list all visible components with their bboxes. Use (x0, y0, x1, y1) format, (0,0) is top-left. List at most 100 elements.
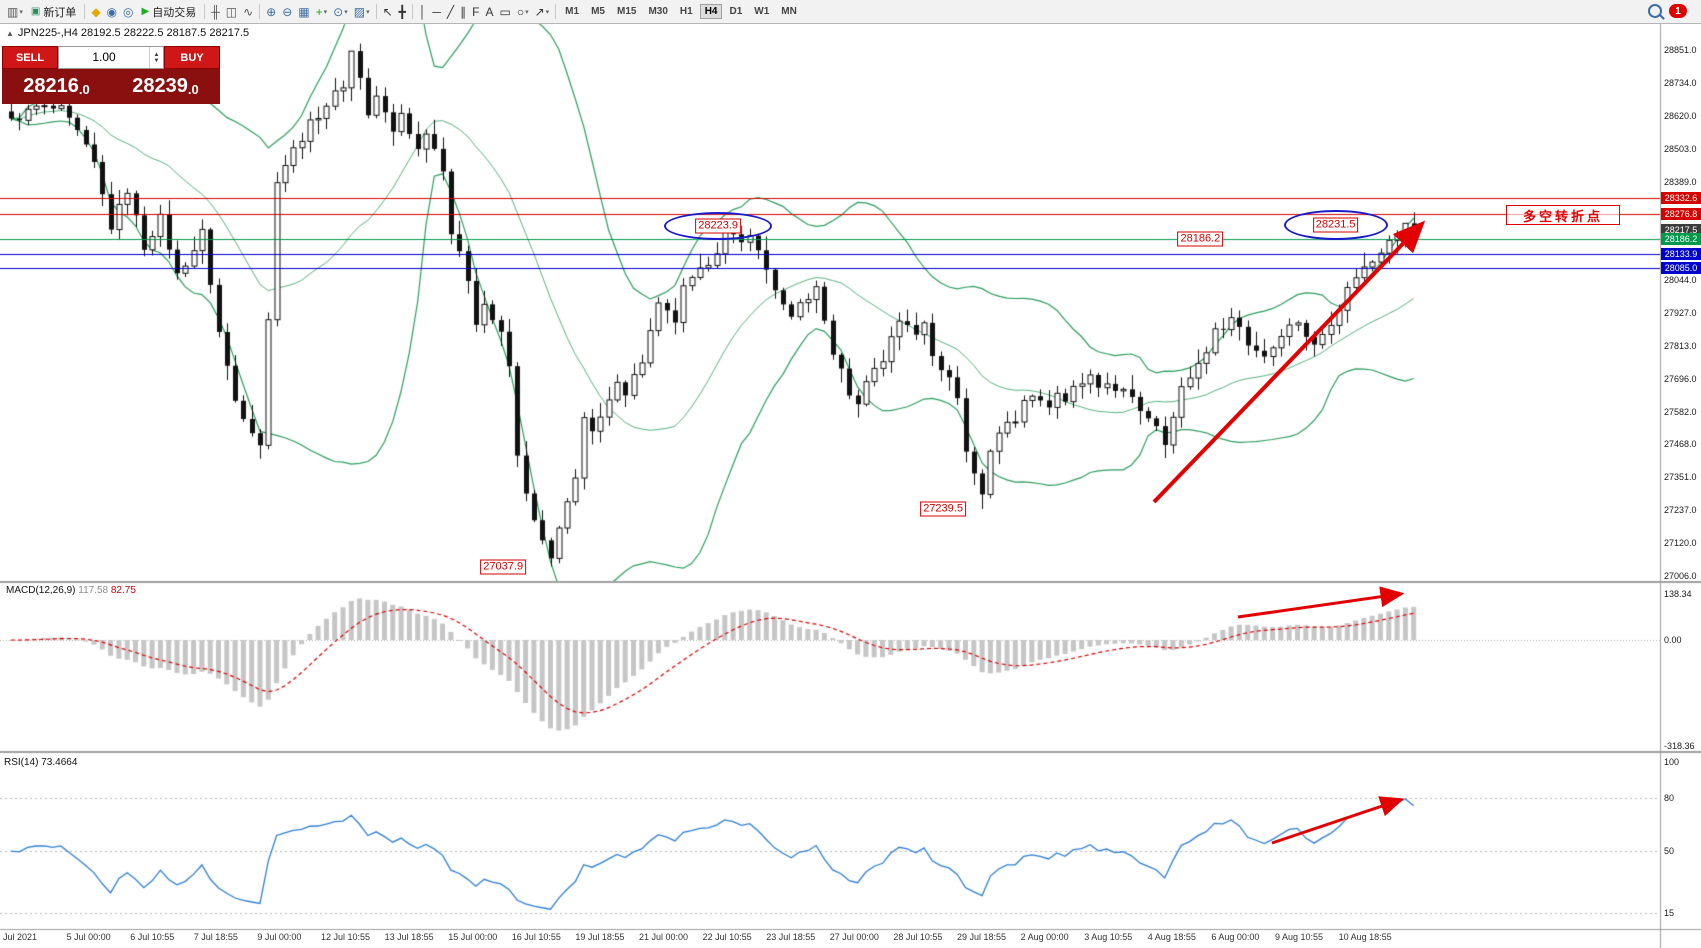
toolbar-separator (259, 4, 261, 19)
symbol-ohlc-text: JPN225-,H4 28192.5 28222.5 28187.5 28217… (17, 27, 250, 39)
fibonacci-icon[interactable]: F (472, 4, 480, 19)
search-icon[interactable] (1648, 4, 1662, 18)
timeframe-h4[interactable]: H4 (699, 4, 723, 19)
price-tag[interactable]: 28085.0 (1661, 262, 1701, 275)
chevron-down-icon: ▾ (344, 8, 348, 16)
new-order-button[interactable]: ▣ 新订单 (26, 2, 81, 22)
price-axis-label: 27696.0 (1664, 374, 1697, 385)
macd-axis-label: 138.34 (1664, 589, 1692, 599)
price-axis-label: 28851.0 (1664, 45, 1697, 55)
bar-chart-icon[interactable]: ╫ (211, 4, 220, 19)
time-axis-label: 10 Aug 18:55 (1338, 932, 1392, 942)
time-axis-label: 27 Jul 00:00 (829, 932, 879, 942)
timeframe-d1[interactable]: D1 (729, 6, 743, 17)
price-axis-label: 28389.0 (1664, 176, 1697, 187)
highlight-ellipse-aug10 (1283, 209, 1388, 240)
price-tag[interactable]: 28276.8 (1661, 207, 1701, 220)
timeframe-m1[interactable]: M1 (565, 6, 580, 17)
time-axis-label: 9 Jul 00:00 (257, 932, 302, 942)
time-axis-label: 13 Jul 18:55 (384, 932, 434, 942)
crosshair-icon[interactable]: ╋ (398, 4, 406, 19)
price-axis-label: 27120.0 (1664, 538, 1697, 549)
macd-axis-label: 0.00 (1664, 635, 1682, 645)
market-watch-icon[interactable]: ◉ (106, 4, 118, 19)
timeframe-m5[interactable]: M5 (591, 6, 605, 17)
time-axis-label: 3 Aug 10:55 (1084, 932, 1133, 942)
collapse-trade-panel-icon[interactable]: ▲ (6, 28, 14, 38)
zoom-out-icon[interactable]: ⊖ (282, 4, 293, 19)
price-flag-28186-2: 28186.2 (1177, 231, 1224, 247)
volume-down-button[interactable]: ▼ (153, 57, 160, 64)
time-axis-label: 16 Jul 10:55 (511, 932, 561, 942)
macd-signal-value: 82.75 (110, 585, 136, 596)
time-axis-label: 9 Aug 10:55 (1275, 932, 1324, 942)
timeframe-m15[interactable]: M15 (616, 6, 637, 17)
volume-value[interactable]: 1.00 (92, 50, 116, 64)
time-axis-label: 19 Jul 18:55 (575, 932, 625, 942)
trendline-icon[interactable]: ╱ (446, 4, 455, 19)
chart-header: ▲ JPN225-,H4 28192.5 28222.5 28187.5 282… (6, 27, 249, 39)
volume-input[interactable]: 1.00 ▲ ▼ (58, 46, 164, 69)
buy-button[interactable]: BUY (164, 46, 220, 69)
price-axis-label: 28734.0 (1664, 78, 1697, 89)
main-toolbar: ▥ ▾ ▣ 新订单 ◆ ◉ ◎ ▶ 自动交易 ╫ ◫ ∿ ⊕ ⊖ ▦ + ▾ ⊙ ▾ ▨ ▾ ↖ ╋ │ ─ ╱ ∥ F A ▭ ○ ▾ ↗ ▾ M… (0, 0, 1701, 24)
chevron-down-icon: ▾ (545, 8, 550, 16)
time-axis-label: Jul 2021 (3, 932, 38, 942)
timeframe-w1[interactable]: W1 (754, 6, 770, 17)
price-axis-label: 27468.0 (1664, 438, 1697, 449)
horizontal-line-icon[interactable]: ─ (432, 4, 441, 19)
timeframe-h1[interactable]: H1 (679, 6, 693, 17)
vertical-line-icon[interactable]: │ (418, 4, 427, 19)
sell-price[interactable]: 28216.0 (2, 69, 111, 104)
line-chart-icon[interactable]: ∿ (243, 4, 254, 19)
time-axis-label: 29 Jul 18:55 (957, 932, 1007, 942)
navigator-icon[interactable]: ◎ (123, 4, 134, 19)
auto-trading-button-icon: ▶ (141, 6, 150, 17)
price-axis-label: 27351.0 (1664, 472, 1697, 483)
price-tag[interactable]: 28133.9 (1661, 248, 1701, 261)
toolbar-separator (204, 4, 206, 19)
timeframe-m30[interactable]: M30 (648, 6, 668, 17)
zoom-in-icon[interactable]: ⊕ (266, 4, 277, 19)
time-axis-label: 22 Jul 10:55 (702, 932, 752, 942)
trade-panel-prices: 28216.0 28239.0 (2, 69, 220, 104)
turning-point-annotation: 多空转折点 (1506, 205, 1620, 225)
cursor-icon[interactable]: ↖ (382, 4, 393, 19)
text-icon[interactable]: A (485, 4, 494, 19)
sell-button[interactable]: SELL (2, 46, 58, 69)
volume-up-button[interactable]: ▲ (153, 51, 160, 58)
tile-windows-icon[interactable]: ▦ (298, 4, 310, 19)
notification-badge[interactable]: 1 (1669, 4, 1687, 18)
indicators-icon[interactable]: + ▾ (315, 4, 328, 19)
price-tag[interactable]: 28186.2 (1661, 233, 1701, 246)
favorites-icon[interactable]: ◆ (91, 4, 101, 19)
timeframe-mn[interactable]: MN (781, 6, 797, 17)
macd-axis-label: -318.36 (1664, 740, 1695, 751)
time-axis-label: 2 Aug 00:00 (1020, 932, 1069, 942)
auto-trading-button[interactable]: ▶ 自动交易 (137, 2, 202, 22)
new-order-button-label: 新订单 (43, 6, 77, 19)
auto-trading-button-label: 自动交易 (152, 6, 197, 19)
new-chart-icon[interactable]: ▥ ▾ (7, 4, 23, 19)
time-axis-label: 4 Aug 18:55 (1147, 932, 1196, 942)
shapes-icon[interactable]: ○ ▾ (516, 4, 529, 19)
time-axis-label: 12 Jul 10:55 (321, 932, 371, 942)
equidistant-channel-icon[interactable]: ∥ (460, 4, 467, 19)
templates-icon[interactable]: ▨ ▾ (353, 4, 370, 19)
price-tag[interactable]: 28332.6 (1661, 191, 1701, 204)
price-axis-label: 27006.0 (1664, 570, 1697, 581)
rsi-axis-label: 100 (1664, 757, 1680, 768)
buy-price-main: 28239 (132, 75, 188, 97)
price-axis-label: 28044.0 (1664, 274, 1697, 285)
rsi-title: RSI(14) (4, 757, 39, 768)
periods-icon[interactable]: ⊙ ▾ (333, 4, 348, 19)
time-axis-label: 23 Jul 18:55 (766, 932, 816, 942)
text-label-icon[interactable]: ▭ (499, 4, 511, 19)
price-axis-label: 28620.0 (1664, 110, 1697, 121)
buy-price[interactable]: 28239.0 (111, 69, 220, 104)
chevron-down-icon: ▾ (366, 8, 370, 16)
arrows-icon[interactable]: ↗ ▾ (534, 4, 550, 19)
rsi-value: 73.4664 (41, 757, 78, 768)
candlestick-chart-icon[interactable]: ◫ (225, 4, 238, 19)
